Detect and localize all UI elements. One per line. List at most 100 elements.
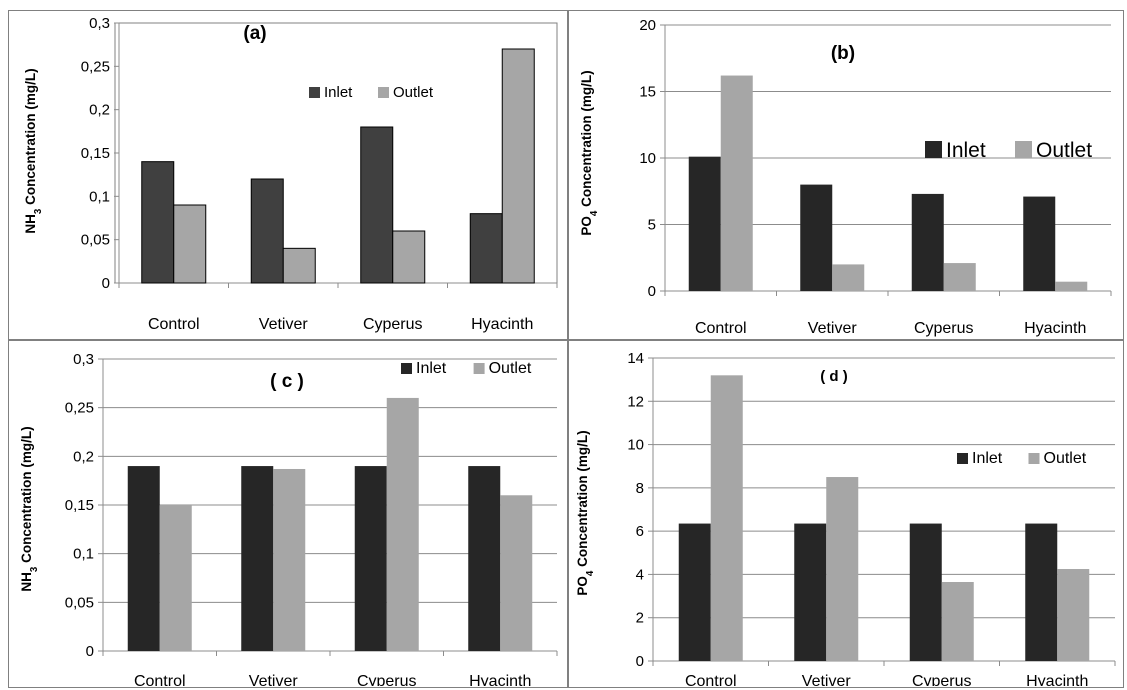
chart-title: ( d ) <box>820 368 848 385</box>
legend-swatch-inlet <box>957 453 968 464</box>
y-tick-label: 8 <box>636 480 644 497</box>
bar-inlet-hyacinth <box>1025 523 1058 661</box>
y-tick-label: 0,2 <box>89 102 110 119</box>
legend-label-outlet: Outlet <box>1044 450 1087 467</box>
legend-label-outlet: Outlet <box>1036 139 1092 162</box>
y-tick-label: 12 <box>627 393 644 410</box>
y-tick-label: 0,15 <box>65 497 94 514</box>
bar-outlet-cyperus <box>386 397 419 651</box>
y-tick-label: 0 <box>648 283 656 300</box>
y-axis-label: PO4 Concentration (mg/L) <box>575 430 596 595</box>
bar-inlet-vetiver <box>794 523 827 661</box>
legend-swatch-outlet <box>473 363 485 374</box>
bar-outlet-control <box>710 375 743 661</box>
chart-title: (b) <box>831 43 855 64</box>
y-axis-label: NH3 Concentration (mg/L) <box>19 426 40 591</box>
legend-swatch-inlet <box>401 363 412 374</box>
legend-label-outlet: Outlet <box>489 360 532 377</box>
chart-panel-b: 0 5 10 15 20 Control Vetiver Cyperus Hyacinth (b)… <box>568 10 1124 340</box>
y-tick-label: 15 <box>639 84 656 101</box>
bar-outlet-cyperus <box>941 582 974 661</box>
bar-outlet-vetiver <box>826 477 859 661</box>
y-tick-label: 0 <box>86 643 94 660</box>
bar-inlet-control <box>127 466 160 651</box>
bar-inlet-hyacinth <box>469 213 503 284</box>
bar-outlet-control <box>159 505 192 651</box>
bar-outlet-vetiver <box>282 247 316 284</box>
x-tick-label: Cyperus <box>912 673 972 686</box>
y-tick-label: 0 <box>636 653 644 670</box>
bar-inlet-hyacinth <box>1023 196 1056 291</box>
bar-inlet-cyperus <box>909 523 942 661</box>
bar-inlet-cyperus <box>360 126 394 284</box>
x-tick-label: Cyperus <box>357 673 417 686</box>
bar-outlet-hyacinth <box>1055 281 1088 291</box>
legend-swatch-outlet <box>1015 141 1032 158</box>
bar-outlet-vetiver <box>832 264 865 291</box>
bar-outlet-cyperus <box>392 230 426 284</box>
bar-outlet-hyacinth <box>1057 569 1090 661</box>
legend-label-inlet: Inlet <box>416 360 447 377</box>
x-tick-label: Cyperus <box>363 316 423 333</box>
bar-outlet-vetiver <box>273 468 306 651</box>
chart-title: (a) <box>243 23 266 44</box>
y-tick-label: 0,2 <box>73 448 94 465</box>
bar-inlet-control <box>141 161 175 284</box>
x-tick-label: Control <box>134 673 186 686</box>
bar-outlet-control <box>720 75 753 291</box>
legend-label-inlet: Inlet <box>946 139 986 162</box>
x-tick-label: Vetiver <box>249 673 299 686</box>
y-tick-label: 0,25 <box>81 58 110 75</box>
bar-inlet-hyacinth <box>468 466 501 651</box>
y-tick-label: 0,15 <box>81 145 110 162</box>
bar-outlet-hyacinth <box>500 495 533 651</box>
chart-panel-d: 0 2 4 6 8 10 12 14 Control Vetiver Cyperus Hyacinth… <box>568 340 1124 688</box>
bar-outlet-hyacinth <box>501 48 535 284</box>
y-tick-label: 0,3 <box>73 351 94 368</box>
y-tick-label: 0,25 <box>65 400 94 417</box>
bar-outlet-control <box>173 204 207 284</box>
y-tick-label: 20 <box>639 17 656 34</box>
y-tick-label: 0,05 <box>81 232 110 249</box>
y-tick-label: 0,1 <box>89 188 110 205</box>
bar-inlet-cyperus <box>911 193 944 291</box>
y-tick-label: 2 <box>636 610 644 627</box>
x-tick-label: Hyacinth <box>1024 320 1086 337</box>
legend-swatch-inlet <box>925 141 942 158</box>
y-axis-label: PO4 Concentration (mg/L) <box>579 70 600 235</box>
y-tick-label: 0,1 <box>73 546 94 563</box>
y-tick-label: 4 <box>636 566 644 583</box>
bar-inlet-control <box>688 156 721 291</box>
chart-c-svg: 0 0,05 0,1 0,15 0,2 0,25 0,3 Control Vetiver Cype… <box>19 351 558 686</box>
y-tick-label: 14 <box>627 350 644 367</box>
x-tick-label: Vetiver <box>802 673 852 686</box>
bar-inlet-cyperus <box>354 466 387 651</box>
legend-swatch-inlet <box>309 87 320 98</box>
chart-panel-a: 0 0,05 0,1 0,15 0,2 0,25 0,3 Control Vetiver Cype… <box>8 10 568 340</box>
y-tick-label: 5 <box>648 217 656 234</box>
legend-label-inlet: Inlet <box>324 84 353 101</box>
legend-label-inlet: Inlet <box>972 450 1003 467</box>
bar-inlet-vetiver <box>241 466 274 651</box>
legend-label-outlet: Outlet <box>393 84 434 101</box>
x-tick-label: Vetiver <box>808 320 858 337</box>
x-tick-label: Cyperus <box>914 320 974 337</box>
x-tick-label: Hyacinth <box>471 316 533 333</box>
x-tick-label: Control <box>695 320 747 337</box>
bar-outlet-cyperus <box>943 263 976 291</box>
bar-inlet-vetiver <box>250 178 284 284</box>
chart-title: ( c ) <box>270 371 304 392</box>
x-tick-label: Hyacinth <box>1026 673 1088 686</box>
x-tick-label: Control <box>148 316 200 333</box>
y-axis-label: NH3 Concentration (mg/L) <box>23 68 44 233</box>
x-tick-label: Hyacinth <box>469 673 531 686</box>
y-tick-label: 0 <box>102 275 110 292</box>
chart-b-svg: 0 5 10 15 20 Control Vetiver Cyperus Hyacinth (b)… <box>579 17 1112 337</box>
y-tick-label: 10 <box>639 150 656 167</box>
legend-swatch-outlet <box>378 87 389 98</box>
y-tick-label: 0,3 <box>89 15 110 32</box>
y-tick-label: 10 <box>627 437 644 454</box>
y-tick-label: 0,05 <box>65 594 94 611</box>
bar-inlet-control <box>678 523 711 661</box>
x-tick-label: Vetiver <box>259 316 309 333</box>
